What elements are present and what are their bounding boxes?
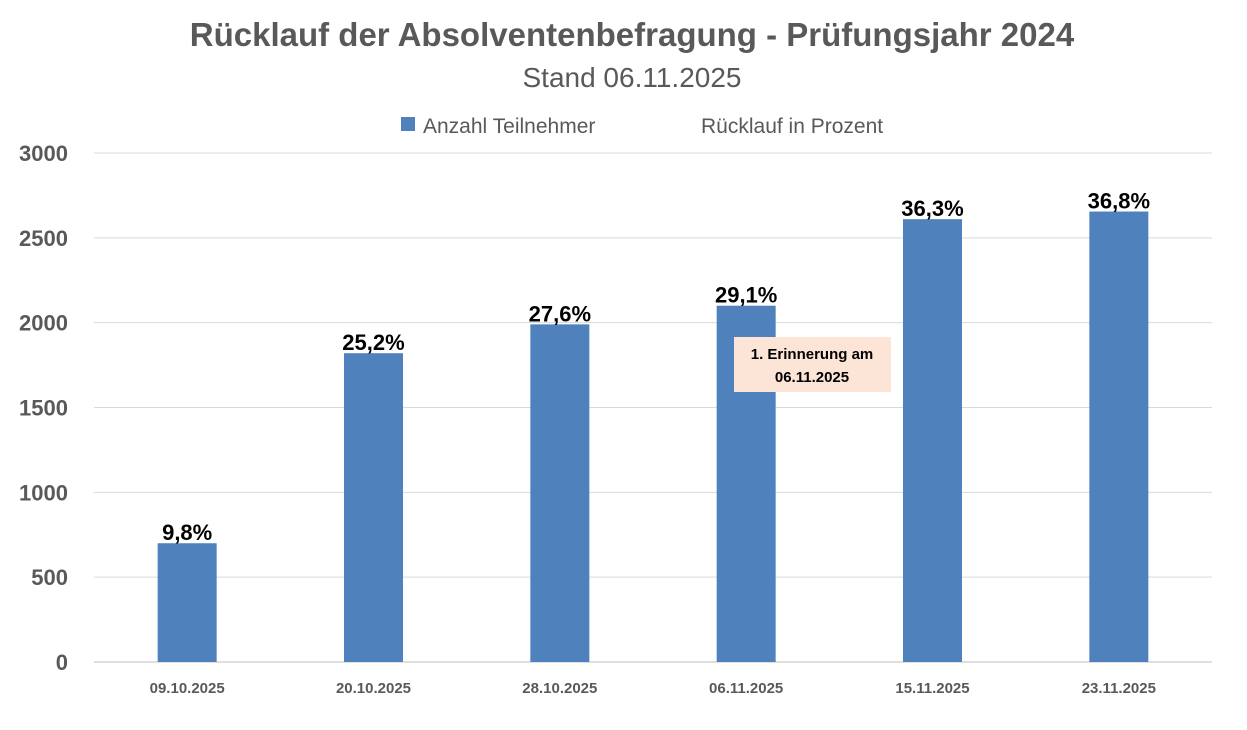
legend-label-ruecklauf: Rücklauf in Prozent — [701, 115, 883, 138]
bar — [344, 353, 403, 662]
y-axis-ticks: 0 500 1000 1500 2000 2500 3000 — [19, 141, 68, 675]
data-label: 29,1% — [715, 283, 777, 308]
legend: Anzahl Teilnehmer Rücklauf in Prozent — [401, 115, 883, 138]
annotation-box — [734, 337, 891, 392]
data-labels: 9,8% 25,2% 27,6% 29,1% 36,3% 36,8% — [162, 189, 1150, 546]
y-tick-label: 1500 — [19, 396, 68, 421]
x-tick-label: 15.11.2025 — [895, 680, 969, 697]
x-tick-label: 23.11.2025 — [1082, 680, 1156, 697]
gridlines — [94, 152, 1212, 663]
legend-label-teilnehmer: Anzahl Teilnehmer — [423, 115, 595, 138]
y-tick-label: 1000 — [19, 480, 68, 505]
x-tick-label: 28.10.2025 — [522, 680, 597, 697]
x-tick-label: 09.10.2025 — [150, 680, 225, 697]
chart-title: Rücklauf der Absolventenbefragung - Prüf… — [190, 16, 1075, 53]
annotation-line-2: 06.11.2025 — [775, 369, 849, 386]
bar — [157, 543, 217, 662]
bar — [903, 219, 962, 663]
bar — [530, 324, 590, 662]
data-label: 27,6% — [529, 301, 591, 326]
y-tick-label: 500 — [31, 565, 68, 590]
reminder-annotation: 1. Erinnerung am 06.11.2025 — [734, 337, 891, 392]
annotation-line-1: 1. Erinnerung am — [751, 346, 874, 363]
data-label: 36,8% — [1088, 189, 1150, 214]
x-tick-label: 20.10.2025 — [336, 680, 411, 697]
y-tick-label: 2000 — [19, 311, 68, 336]
y-tick-label: 0 — [56, 650, 68, 675]
legend-swatch-teilnehmer — [401, 117, 415, 131]
y-tick-label: 3000 — [19, 141, 68, 166]
data-label: 36,3% — [901, 196, 963, 221]
data-label: 9,8% — [162, 520, 212, 545]
bars — [157, 211, 1149, 663]
x-axis-ticks: 09.10.2025 20.10.2025 28.10.2025 06.11.2025… — [150, 680, 1156, 697]
y-tick-label: 2500 — [19, 226, 68, 251]
chart-subtitle: Stand 06.11.2025 — [522, 62, 741, 93]
data-label: 25,2% — [342, 330, 404, 355]
x-tick-label: 06.11.2025 — [709, 680, 783, 697]
bar — [1089, 211, 1149, 662]
